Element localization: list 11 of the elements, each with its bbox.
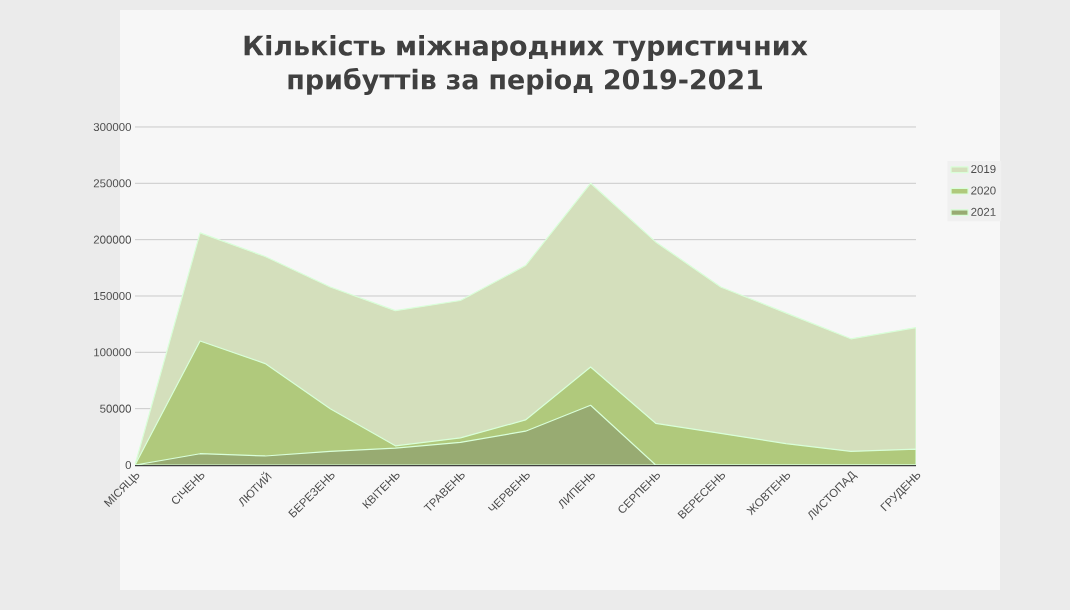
legend-label: 2020 (971, 186, 996, 195)
legend-label: 2019 (971, 164, 996, 174)
y-tick-label: 300000 (93, 122, 132, 132)
y-tick-label: 100000 (94, 348, 132, 357)
y-tick-label: 50000 (100, 404, 132, 413)
y-tick-label: 150000 (94, 291, 132, 301)
y-tick-label: 0 (125, 460, 132, 470)
y-tick-label: 250000 (93, 179, 132, 188)
y-tick-label: 200000 (93, 235, 132, 244)
chart-title: Кількість міжнародних туристичних прибуттів за період 2019-2021 (244, 34, 808, 96)
legend-label: 2021 (971, 207, 996, 216)
